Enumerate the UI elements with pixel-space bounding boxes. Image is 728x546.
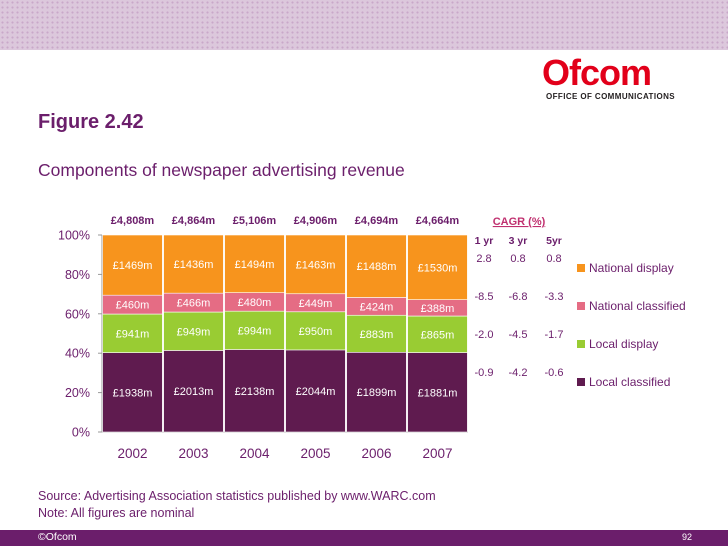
legend-swatch xyxy=(577,302,585,310)
y-tick-label: 0% xyxy=(72,426,90,440)
footer-copyright: ©Ofcom xyxy=(38,531,77,543)
segment-data-label: £2013m xyxy=(174,386,214,398)
cagr-value: -6.8 xyxy=(509,291,528,303)
cagr-value: -8.5 xyxy=(475,291,494,303)
segment-data-label: £883m xyxy=(360,329,394,341)
cagr-value: 0.8 xyxy=(510,253,525,265)
cagr-column-label: 1 yr xyxy=(475,235,494,247)
bar-total-label: £4,808m xyxy=(111,215,155,227)
segment-data-label: £424m xyxy=(360,301,394,313)
cagr-column-label: 5yr xyxy=(546,235,562,247)
footer-band: ©Ofcom 92 xyxy=(0,530,728,546)
bar-total-label: £4,906m xyxy=(294,215,338,227)
cagr-header: CAGR (%) xyxy=(493,216,546,228)
ofcom-logo: Ofcom OFFICE OF COMMUNICATIONS xyxy=(536,52,696,102)
segment-data-label: £949m xyxy=(177,326,211,338)
cagr-value: -3.3 xyxy=(545,291,564,303)
x-tick-label: 2003 xyxy=(178,446,208,461)
bar-segment xyxy=(407,234,468,300)
y-tick-label: 40% xyxy=(65,347,90,361)
y-tick-label: 100% xyxy=(58,229,90,243)
segment-data-label: £1881m xyxy=(418,387,458,399)
cagr-value: -1.7 xyxy=(545,329,564,341)
y-tick-label: 80% xyxy=(65,268,90,282)
segment-data-label: £1530m xyxy=(418,262,458,274)
cagr-value: -0.9 xyxy=(475,367,494,379)
y-tick-label: 60% xyxy=(65,307,90,321)
bar-segment xyxy=(163,234,224,294)
segment-data-label: £1436m xyxy=(174,259,214,271)
cagr-value: -4.5 xyxy=(509,329,528,341)
bar-segment xyxy=(346,352,407,433)
segment-data-label: £449m xyxy=(299,298,333,310)
bar-segment xyxy=(346,234,407,298)
header-band xyxy=(0,0,728,50)
segment-data-label: £388m xyxy=(421,303,455,315)
cagr-value: -0.6 xyxy=(545,367,564,379)
bar-segment xyxy=(346,314,407,353)
legend-label: Local display xyxy=(589,337,658,351)
figure-label: Figure 2.42 xyxy=(38,111,144,133)
cagr-column-label: 3 yr xyxy=(509,235,528,247)
source-line: Source: Advertising Association statisti… xyxy=(38,489,436,503)
logo-tagline: OFFICE OF COMMUNICATIONS xyxy=(546,92,675,101)
stacked-bar-chart: 0% 20% 40% 60% 80% 100% £1938m £941m £460m £1469m… xyxy=(58,215,686,461)
segment-data-label: £2138m xyxy=(235,386,275,398)
note-line: Note: All figures are nominal xyxy=(38,506,195,520)
bar-segment xyxy=(224,349,285,433)
cagr-value: 0.8 xyxy=(546,253,561,265)
segment-data-label: £2044m xyxy=(296,386,336,398)
bar-segment xyxy=(285,349,346,433)
bar-total-label: £4,694m xyxy=(355,215,399,227)
logo-wordmark: Ofcom xyxy=(542,52,652,93)
legend-swatch xyxy=(577,264,585,272)
legend-swatch xyxy=(577,378,585,386)
bar-segment xyxy=(224,234,285,293)
segment-data-label: £460m xyxy=(116,300,150,312)
segment-data-label: £1469m xyxy=(113,260,153,272)
bar-total-label: £4,664m xyxy=(416,215,460,227)
bar-total-label: £5,106m xyxy=(233,215,277,227)
cagr-value: -2.0 xyxy=(475,329,494,341)
page-number: 92 xyxy=(681,532,692,542)
bar-segment xyxy=(163,350,224,433)
bar-segment xyxy=(102,234,163,296)
segment-data-label: £1938m xyxy=(113,387,153,399)
cagr-value: -4.2 xyxy=(509,367,528,379)
x-tick-label: 2006 xyxy=(361,446,391,461)
segment-data-label: £950m xyxy=(299,326,333,338)
legend-label: Local classified xyxy=(589,375,670,389)
x-tick-label: 2007 xyxy=(422,446,452,461)
legend-swatch xyxy=(577,340,585,348)
bar-segment xyxy=(407,352,468,433)
bar-total-label: £4,864m xyxy=(172,215,216,227)
segment-data-label: £1494m xyxy=(235,259,275,271)
segment-data-label: £865m xyxy=(421,329,455,341)
segment-data-label: £1899m xyxy=(357,387,397,399)
chart-title: Components of newspaper advertising reve… xyxy=(38,160,405,180)
segment-data-label: £941m xyxy=(116,328,150,340)
x-tick-label: 2005 xyxy=(300,446,330,461)
y-tick-label: 20% xyxy=(65,386,90,400)
segment-data-label: £1488m xyxy=(357,261,397,273)
segment-data-label: £994m xyxy=(238,325,272,337)
segment-data-label: £480m xyxy=(238,297,272,309)
legend-label: National display xyxy=(589,261,674,275)
segment-data-label: £466m xyxy=(177,298,211,310)
source-note: Source: Advertising Association statisti… xyxy=(38,488,436,522)
x-tick-label: 2002 xyxy=(117,446,147,461)
bar-segment xyxy=(224,310,285,350)
x-tick-label: 2004 xyxy=(239,446,270,461)
cagr-value: 2.8 xyxy=(476,253,491,265)
segment-data-label: £1463m xyxy=(296,259,336,271)
bar-segment xyxy=(285,234,346,295)
legend-label: National classified xyxy=(589,299,686,313)
